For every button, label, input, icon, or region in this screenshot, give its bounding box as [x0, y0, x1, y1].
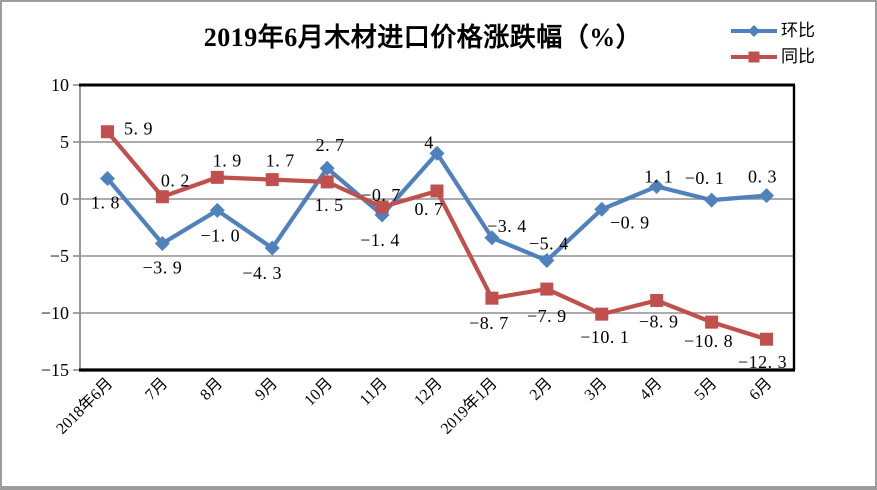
legend-line-square-icon — [731, 51, 777, 62]
data-label: 5. 9 — [124, 119, 153, 139]
data-label: −3. 4 — [487, 216, 527, 236]
legend-item-mom: 环比 — [730, 22, 815, 39]
data-point-marker — [319, 160, 335, 176]
data-label: 0. 7 — [415, 199, 444, 219]
data-label: −12. 3 — [738, 352, 787, 372]
chart-title: 2019年6月木材进口价格涨跌幅（%） — [203, 23, 643, 52]
data-point-marker — [154, 235, 170, 251]
data-label: −10. 8 — [684, 331, 733, 351]
data-point-marker — [485, 291, 499, 305]
legend: 环比 同比 — [730, 22, 815, 65]
data-label: −10. 1 — [580, 327, 629, 347]
y-tick-label: −10 — [41, 303, 69, 323]
data-point-marker — [264, 240, 280, 256]
data-point-marker — [650, 293, 664, 307]
x-tick-label: 2月 — [527, 375, 556, 404]
data-label: −4. 3 — [242, 263, 282, 283]
data-point-marker — [320, 175, 334, 189]
data-point-marker — [99, 170, 115, 186]
data-point-marker — [155, 190, 169, 204]
data-point-marker — [265, 173, 279, 187]
data-point-marker — [429, 145, 445, 161]
data-label: −1. 0 — [200, 225, 240, 245]
data-label: 1. 7 — [266, 151, 295, 171]
y-tick-label: −15 — [41, 360, 69, 380]
legend-line-diamond-icon — [731, 24, 777, 37]
data-point-marker — [759, 188, 775, 204]
data-label: −0. 1 — [685, 168, 725, 188]
data-point-marker — [649, 178, 665, 194]
legend-label-mom: 环比 — [781, 21, 815, 40]
x-tick-label: 4月 — [637, 375, 666, 404]
data-label: 1. 5 — [315, 195, 344, 215]
data-label: −0. 7 — [361, 185, 401, 205]
x-tick-label: 8月 — [197, 375, 226, 404]
data-point-marker — [539, 253, 555, 269]
legend-label-yoy: 同比 — [781, 47, 815, 66]
legend-marker-icon — [748, 51, 760, 62]
data-point-marker — [705, 315, 719, 329]
data-point-marker — [594, 201, 610, 217]
x-tick-label: 12月 — [411, 375, 446, 410]
data-label: 0. 2 — [161, 171, 190, 191]
x-tick-label: 7月 — [142, 375, 171, 404]
data-label: −0. 9 — [610, 212, 650, 232]
data-point-marker — [760, 332, 774, 346]
data-point-marker — [375, 200, 389, 214]
data-point-marker — [209, 202, 225, 218]
data-point-marker — [100, 125, 114, 139]
data-point-marker — [595, 307, 609, 321]
x-tick-label: 6月 — [746, 375, 775, 404]
data-point-marker — [210, 170, 224, 184]
x-tick-label: 11月 — [357, 375, 391, 409]
x-tick-label: 10月 — [301, 375, 336, 410]
x-tick-label: 9月 — [252, 375, 281, 404]
x-tick-label: 2018年6月 — [53, 374, 117, 438]
x-tick-label: 5月 — [691, 375, 720, 404]
x-tick-label: 3月 — [582, 375, 611, 404]
y-tick-label: 5 — [60, 132, 69, 152]
y-tick-label: 10 — [51, 75, 69, 95]
data-label: −5. 4 — [529, 234, 569, 254]
data-label: −8. 7 — [469, 313, 509, 333]
data-point-marker — [704, 192, 720, 208]
data-label: −8. 9 — [639, 311, 679, 331]
data-label: 1. 1 — [644, 166, 673, 186]
data-point-marker — [484, 230, 500, 246]
data-label: 2. 7 — [316, 135, 345, 155]
data-label: −7. 9 — [527, 306, 567, 326]
data-label: 4 — [424, 132, 434, 152]
x-tick-label: 2019年1月 — [437, 374, 501, 438]
data-point-marker — [430, 184, 444, 198]
data-label: 0. 3 — [748, 167, 777, 187]
data-point-marker — [540, 282, 554, 296]
legend-marker-icon — [748, 24, 760, 37]
y-tick-label: −5 — [50, 246, 69, 266]
legend-item-yoy: 同比 — [730, 48, 815, 65]
data-label: −1. 4 — [360, 230, 400, 250]
data-label: 1. 9 — [213, 150, 242, 170]
data-label: −3. 9 — [143, 257, 183, 277]
data-label: 1. 8 — [91, 192, 120, 212]
y-tick-label: 0 — [60, 189, 69, 209]
